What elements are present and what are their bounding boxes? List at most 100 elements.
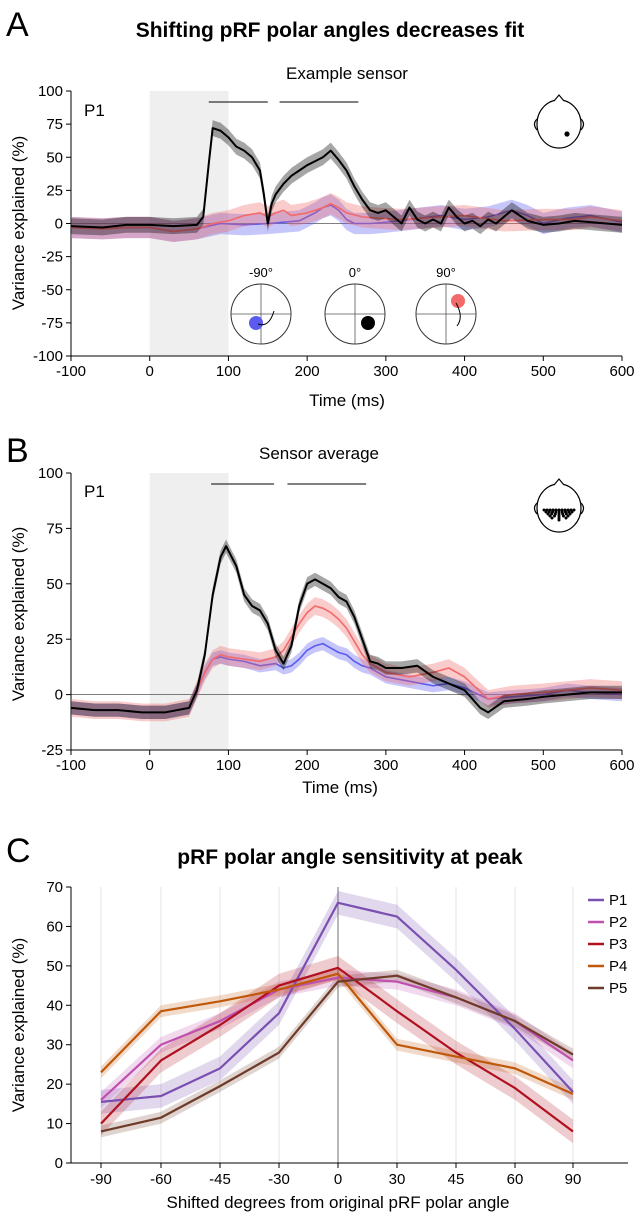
- panel-a-subtitle: Example sensor: [286, 64, 408, 83]
- panel-a-ytick-label: 25: [46, 182, 63, 199]
- panel-a-series-line-90deg: [70, 202, 623, 233]
- panel-a-xtick-label: 300: [373, 363, 398, 380]
- panel-b-participant: P1: [84, 482, 105, 501]
- panel-b-band-minus90deg: [71, 636, 622, 719]
- sensor-dot: [553, 514, 556, 518]
- panel-b-band-0deg: [71, 539, 622, 719]
- panel-c-ytick-label: 70: [46, 879, 63, 896]
- panel-c-xtick-label: 45: [448, 1171, 465, 1188]
- legend-label-p2: P2: [609, 914, 627, 931]
- panel-b-band-90deg: [71, 597, 622, 722]
- panel-c-xtick-label: -90: [90, 1171, 112, 1188]
- sensor-dot: [542, 508, 546, 512]
- panel-a-xtick-label: 600: [609, 363, 634, 380]
- panel-b-xtick-label: 500: [531, 757, 556, 774]
- panel-c-ytick-label: 30: [46, 1037, 63, 1054]
- sensor-dot: [546, 512, 550, 516]
- panel-b-ytick-label: -25: [41, 742, 63, 759]
- panel-b-xtick-label: 0: [146, 757, 154, 774]
- sensor-dot: [564, 516, 568, 520]
- panel-a-xtick-label: -100: [56, 363, 86, 380]
- panel-a-ytick-label: -50: [41, 282, 63, 299]
- panel-c-legend: P1 P2 P3 P4 P5: [588, 892, 627, 997]
- panel-b-ytick-label: 100: [38, 465, 63, 482]
- blue-prf-dot: [249, 316, 263, 330]
- panel-c-xtick-label: 60: [507, 1171, 524, 1188]
- panel-a-ytick-label: 50: [46, 149, 63, 166]
- angle-label-0: 0°: [349, 265, 361, 280]
- panel-b-ylabel: Variance explained (%): [9, 527, 28, 702]
- panel-c-xtick-label: 0: [334, 1171, 342, 1188]
- sensor-dot: [550, 512, 554, 516]
- panel-b-ytick-label: 50: [46, 576, 63, 593]
- panel-a-ytick-label: -25: [41, 249, 63, 266]
- panel-a-ytick-label: -100: [33, 348, 63, 365]
- panel-c-xtick-label: 90: [565, 1171, 582, 1188]
- head-sensor-icon: [533, 94, 585, 149]
- panel-b-xtick-label: 600: [609, 757, 634, 774]
- panel-c-band-p2: [101, 969, 573, 1108]
- legend-label-p5: P5: [609, 980, 627, 997]
- legend-label-p1: P1: [609, 892, 627, 909]
- sensor-dot: [566, 514, 570, 518]
- sensor-dot: [550, 516, 554, 520]
- panel-c-xtick-label: 30: [389, 1171, 406, 1188]
- panel-c: C pRF polar angle sensitivity at peak Va…: [6, 832, 628, 1212]
- red-prf-dot: [451, 294, 465, 308]
- sensor-dot: [557, 518, 561, 522]
- panel-b-xtick-label: 400: [452, 757, 477, 774]
- sensor-dot: [570, 510, 574, 514]
- panel-b-ytick-label: 25: [46, 631, 63, 648]
- panel-a-plot: -100 -75 -50 -25 0 25 50 75 100 -100 0 100 200 300 400…: [33, 83, 635, 380]
- panel-c-plot: 0 10 20 30 40 50 60 70 -90 -60 -45 -30 0 30 45 60 90: [46, 879, 628, 1188]
- panel-b-xlabel: Time (ms): [302, 778, 378, 797]
- panel-a-series-line-0deg: [70, 127, 623, 229]
- sensor-dot: [572, 508, 576, 512]
- panel-c-ytick-label: 20: [46, 1076, 63, 1093]
- panel-b-xtick-label: 200: [295, 757, 320, 774]
- panel-c-title: pRF polar angle sensitivity at peak: [177, 846, 523, 869]
- legend-label-p3: P3: [609, 936, 627, 953]
- panel-a-band-90deg: [71, 193, 622, 243]
- panel-c-series-line-p4: [100, 972, 574, 1096]
- panel-c-band-p3: [101, 956, 573, 1144]
- panel-c-ytick-label: 60: [46, 918, 63, 935]
- panel-b-subtitle: Sensor average: [259, 444, 379, 463]
- panel-a: A Shifting pRF polar angles decreases fi…: [6, 6, 635, 410]
- panel-b-ytick-label: 0: [55, 687, 63, 704]
- legend-label-p4: P4: [609, 958, 627, 975]
- panel-b-plot: -25 0 25 50 75 100 -100 0 100 200 300 400 500 600: [38, 465, 635, 774]
- sensor-dot: [562, 514, 565, 518]
- panel-a-xtick-label: 100: [216, 363, 241, 380]
- panel-a-band-0deg: [71, 120, 622, 236]
- panel-a-participant: P1: [84, 101, 105, 120]
- panel-c-band-p1: [101, 890, 573, 1114]
- panel-a-ylabel: Variance explained (%): [9, 136, 28, 311]
- panel-a-ytick-label: 100: [38, 83, 63, 100]
- panel-b-stimulus-window: [149, 473, 229, 750]
- angle-label-90: 90°: [436, 265, 456, 280]
- panel-c-series-line-p5: [100, 974, 574, 1133]
- panel-a-ytick-label: 0: [55, 216, 63, 233]
- panel-letter-b: B: [6, 432, 29, 470]
- panel-letter-c: C: [6, 832, 31, 870]
- panel-a-ytick-label: -75: [41, 315, 63, 332]
- head-sensor-array-icon: [533, 478, 585, 533]
- panel-c-ylabel: Variance explained (%): [9, 938, 28, 1113]
- panel-c-ytick-label: 50: [46, 958, 63, 975]
- sensor-dot: [568, 512, 572, 516]
- sensor-dot: [548, 514, 552, 518]
- polar-inset-0: 0°: [324, 265, 386, 345]
- panel-c-ytick-label: 10: [46, 1116, 63, 1133]
- panel-c-ytick-label: 0: [55, 1155, 63, 1172]
- panel-b: B Sensor average P1 Variance explained (…: [6, 432, 635, 797]
- panel-c-xtick-label: -60: [150, 1171, 172, 1188]
- panel-a-title: Shifting pRF polar angles decreases fit: [136, 19, 525, 42]
- panel-b-ytick-label: 75: [46, 520, 63, 537]
- panel-c-series-line-p3: [100, 966, 574, 1133]
- panel-c-series-line-p1: [100, 901, 574, 1103]
- panel-b-xtick-label: 100: [216, 757, 241, 774]
- panel-c-ytick-label: 40: [46, 997, 63, 1014]
- polar-inset-90: 90°: [415, 265, 477, 345]
